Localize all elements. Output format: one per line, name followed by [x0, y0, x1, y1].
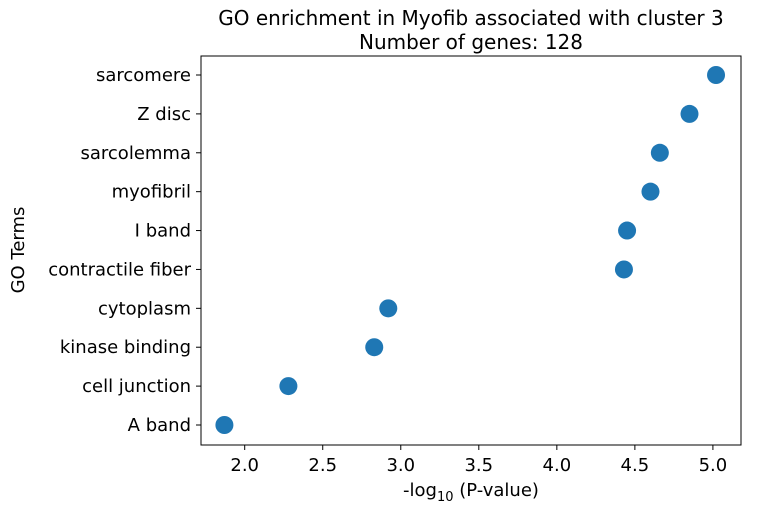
x-tick-label: 5.0 — [699, 455, 728, 476]
y-axis-label: GO Terms — [8, 207, 29, 294]
y-tick-label: sarcomere — [96, 65, 191, 86]
data-point — [614, 260, 633, 279]
x-axis: 2.0 2.5 3.0 3.5 4.0 4.5 5.0 — [230, 445, 727, 476]
x-tick-label: 3.0 — [386, 455, 415, 476]
data-point — [707, 66, 726, 84]
x-tick-label: 2.0 — [230, 455, 259, 476]
x-tick-label: 4.0 — [543, 455, 572, 476]
y-tick-label: cell junction — [82, 376, 191, 397]
y-tick-label: A band — [128, 415, 191, 436]
y-tick-label: cytoplasm — [98, 298, 191, 319]
chart-subtitle: Number of genes: 128 — [359, 30, 583, 54]
data-point — [279, 377, 298, 396]
y-tick-label: contractile fiber — [48, 259, 191, 280]
data-point — [680, 104, 699, 123]
data-point — [618, 221, 637, 240]
y-tick-label: sarcolemma — [81, 143, 192, 164]
x-axis-label: -log10 (P-value) — [403, 480, 539, 505]
data-point — [641, 182, 660, 201]
data-point — [365, 338, 384, 357]
x-tick-label: 4.5 — [621, 455, 650, 476]
y-tick-label: myofibril — [112, 182, 191, 203]
y-tick-label: kinase binding — [60, 337, 191, 358]
y-axis: sarcomere Z disc sarcolemma myofibril I band… — [48, 65, 201, 436]
y-tick-label: Z disc — [137, 104, 191, 125]
data-point — [215, 416, 234, 434]
x-tick-label: 2.5 — [308, 455, 337, 476]
x-tick-label: 3.5 — [464, 455, 493, 476]
chart-title: GO enrichment in Myofib associated with … — [218, 6, 724, 30]
plot-frame — [200, 55, 742, 446]
y-tick-label: I band — [135, 221, 191, 242]
data-point — [379, 299, 398, 318]
data-point — [650, 143, 669, 162]
data-points — [215, 66, 726, 434]
